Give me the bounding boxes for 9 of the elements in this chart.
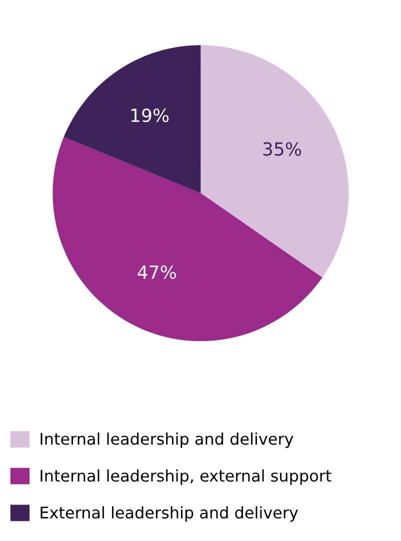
data-label: 47% <box>138 265 176 280</box>
legend-label: Internal leadership and delivery <box>40 432 294 448</box>
pie-slice <box>64 45 201 194</box>
pie-slice <box>200 45 349 278</box>
data-label: 19% <box>131 108 169 122</box>
pie-slice <box>52 137 322 342</box>
legend-label: Internal leadership, external support <box>40 469 332 485</box>
data-label: 35% <box>263 142 302 156</box>
legend-label: External leadership and delivery <box>40 506 298 522</box>
